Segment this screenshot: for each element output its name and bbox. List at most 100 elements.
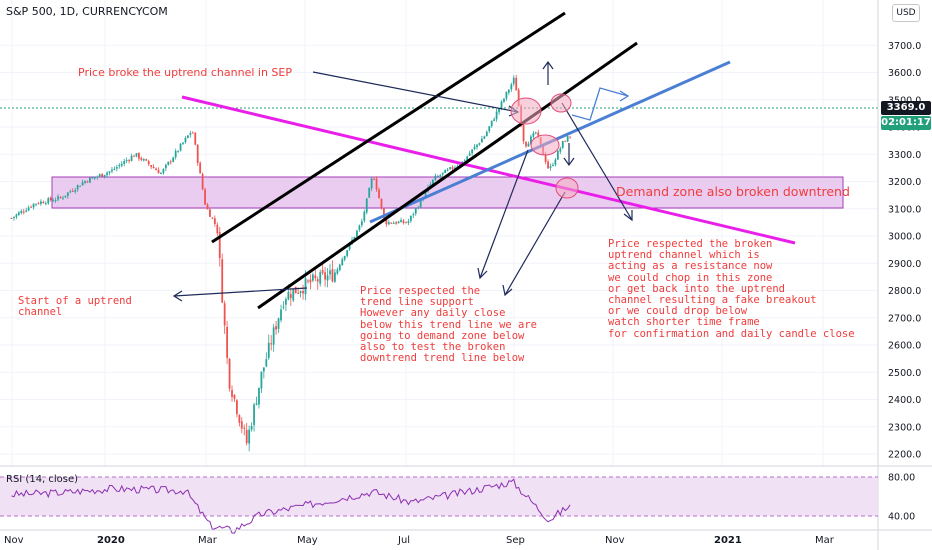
candle-body xyxy=(314,275,317,279)
candle-body xyxy=(71,190,74,192)
candle-body xyxy=(49,197,52,201)
candle-body xyxy=(120,163,123,166)
annotation-broke-sep: Price broke the uptrend channel in SEP xyxy=(78,66,292,79)
highlight-ellipse xyxy=(530,134,560,156)
time-axis[interactable]: Nov 2020 Mar May Jul Sep Nov 2021 Mar xyxy=(4,535,835,546)
candle-body xyxy=(436,175,439,177)
candle-body xyxy=(534,132,537,134)
candle-body xyxy=(140,158,143,160)
candle-body xyxy=(135,153,138,157)
time-tick-label: Mar xyxy=(815,535,835,546)
candle-body xyxy=(307,280,309,282)
candle-body xyxy=(380,198,383,208)
highlight-ellipse xyxy=(550,93,572,113)
candle-body xyxy=(196,144,199,163)
price-tick-label: 2800.0 xyxy=(888,286,921,297)
currency-badge[interactable]: USD xyxy=(892,4,920,22)
candle-body xyxy=(409,215,412,221)
candle-body xyxy=(434,175,437,180)
candle-body xyxy=(407,221,410,223)
price-tick-label: 2400.0 xyxy=(888,395,921,406)
candle-body xyxy=(211,217,214,219)
candle-body xyxy=(383,208,385,219)
arrow-support-right xyxy=(504,191,566,296)
candle-body xyxy=(57,196,59,200)
candle-body xyxy=(432,179,434,185)
countdown-tag: 02:01:17 xyxy=(881,116,931,130)
price-axis[interactable]: 2200.0 2300.0 2400.0 2500.0 2600.0 2700.0 2800… xyxy=(888,41,921,461)
candle-body xyxy=(321,270,324,274)
candle-body xyxy=(441,172,444,175)
candle-body xyxy=(517,89,520,107)
candle-body xyxy=(209,209,211,217)
time-tick-label: Nov xyxy=(4,535,24,546)
arrow-broke-sep xyxy=(312,71,519,113)
candle-body xyxy=(155,168,157,171)
price-tick-label: 3600.0 xyxy=(888,68,921,79)
candle-body xyxy=(194,132,197,145)
rsi-line xyxy=(11,478,571,534)
candle-body xyxy=(547,161,549,169)
candle-body xyxy=(402,220,405,223)
candle-body xyxy=(493,119,496,121)
candle-body xyxy=(417,207,420,209)
candle-body xyxy=(449,167,451,170)
candle-body xyxy=(233,394,236,399)
candle-body xyxy=(338,264,341,271)
candle-body xyxy=(162,168,165,174)
candle-body xyxy=(311,274,314,281)
candle-body xyxy=(356,230,358,237)
candle-body xyxy=(260,371,263,389)
candle-body xyxy=(228,358,231,389)
rsi-label: RSI (14, close) xyxy=(6,474,79,485)
candle-body xyxy=(326,275,329,281)
candle-body xyxy=(424,191,427,199)
candle-body xyxy=(25,210,28,212)
candle-body xyxy=(510,84,513,90)
candle-body xyxy=(174,150,177,158)
price-tick-label: 3500.0 xyxy=(888,95,921,106)
candle-body xyxy=(64,195,67,198)
candle-body xyxy=(451,167,454,169)
candle-body xyxy=(329,270,331,275)
candle-body xyxy=(160,173,162,175)
candle-body xyxy=(299,291,302,294)
candle-body xyxy=(142,159,145,161)
candle-body xyxy=(552,164,554,166)
arrow-support-left xyxy=(479,149,529,279)
rsi-tick-label: 40.00 xyxy=(888,512,915,523)
candle-body xyxy=(115,167,118,169)
candle-body xyxy=(319,272,322,284)
price-tick-label: 2200.0 xyxy=(888,450,921,461)
candle-body xyxy=(466,156,469,160)
candle-body xyxy=(167,161,170,165)
annotation-trendline-support: Price respected the trend line support H… xyxy=(360,285,538,365)
candle-body xyxy=(32,203,35,208)
candle-body xyxy=(334,272,336,282)
candle-body xyxy=(309,279,312,283)
candle-body xyxy=(108,171,111,173)
candle-body xyxy=(556,150,559,160)
candle-body xyxy=(62,197,64,199)
annotation-resistance: Price respected the broken uptrend chann… xyxy=(608,238,855,340)
candle-body xyxy=(152,166,155,169)
candle-body xyxy=(316,279,319,282)
time-tick-label: 2021 xyxy=(714,535,742,546)
candle-body xyxy=(390,222,393,224)
candle-body xyxy=(522,124,525,142)
candle-body xyxy=(373,178,376,180)
candle-body xyxy=(275,326,278,330)
candle-body xyxy=(40,201,42,204)
candle-body xyxy=(255,403,258,405)
candle-body xyxy=(179,143,182,151)
candle-body xyxy=(294,286,297,294)
candle-body xyxy=(177,150,180,152)
candle-body xyxy=(213,218,216,225)
candle-body xyxy=(37,203,40,205)
candle-body xyxy=(84,181,86,183)
candle-body xyxy=(483,136,486,139)
candle-body xyxy=(270,343,273,345)
price-tick-label: 3000.0 xyxy=(888,232,921,243)
candle-body xyxy=(125,160,128,162)
